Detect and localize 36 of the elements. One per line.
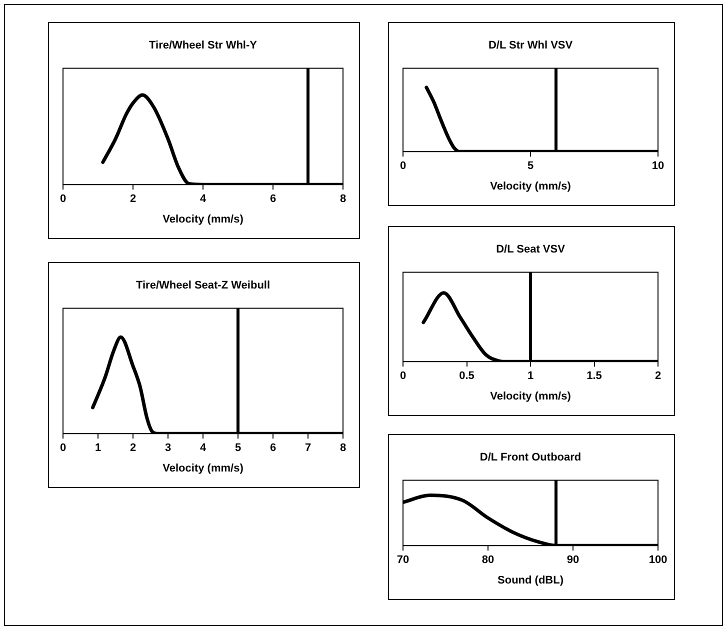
x-tick-label: 7 xyxy=(304,442,312,454)
x-tick-label: 4 xyxy=(200,193,207,206)
x-axis-title: Velocity (mm/s) xyxy=(162,213,244,226)
chart-title: Tire/Wheel Seat-Z Weibull xyxy=(136,280,270,292)
x-tick-label: 1.5 xyxy=(586,370,602,382)
chart-title: D/L Seat VSV xyxy=(496,244,566,256)
x-tick-label: 2 xyxy=(130,193,136,206)
x-tick-label: 5 xyxy=(527,160,534,172)
x-axis-title: Velocity (mm/s) xyxy=(162,462,244,474)
x-axis-title: Velocity (mm/s) xyxy=(490,390,572,402)
x-tick-label: 100 xyxy=(648,554,668,566)
chart-title: D/L Str Whl VSV xyxy=(488,40,574,52)
x-tick-label: 10 xyxy=(652,160,664,172)
x-tick-label: 6 xyxy=(270,193,276,206)
x-tick-label: 0 xyxy=(60,442,66,454)
x-tick-label: 4 xyxy=(200,442,207,454)
x-tick-label: 8 xyxy=(340,193,346,206)
x-tick-label: 0.5 xyxy=(459,370,474,382)
x-tick-label: 0 xyxy=(400,370,406,382)
x-tick-label: 0 xyxy=(60,193,66,206)
chart-title: Tire/Wheel Str Whl-Y xyxy=(149,40,258,52)
chart-title: D/L Front Outboard xyxy=(480,452,582,464)
x-tick-label: 2 xyxy=(654,370,662,382)
x-tick-label: 2 xyxy=(130,442,136,454)
x-tick-label: 1 xyxy=(94,442,102,454)
x-tick-label: 3 xyxy=(164,442,172,454)
x-tick-label: 5 xyxy=(234,442,242,454)
x-axis-title: Sound (dBL) xyxy=(498,574,564,586)
x-tick-label: 1 xyxy=(527,370,534,382)
x-tick-label: 6 xyxy=(270,442,276,454)
x-tick-label: 70 xyxy=(396,554,410,566)
x-tick-label: 0 xyxy=(400,160,406,172)
x-tick-label: 90 xyxy=(566,554,580,566)
x-tick-label: 80 xyxy=(482,554,494,566)
x-axis-title: Velocity (mm/s) xyxy=(490,180,572,192)
x-tick-label: 8 xyxy=(340,442,346,454)
